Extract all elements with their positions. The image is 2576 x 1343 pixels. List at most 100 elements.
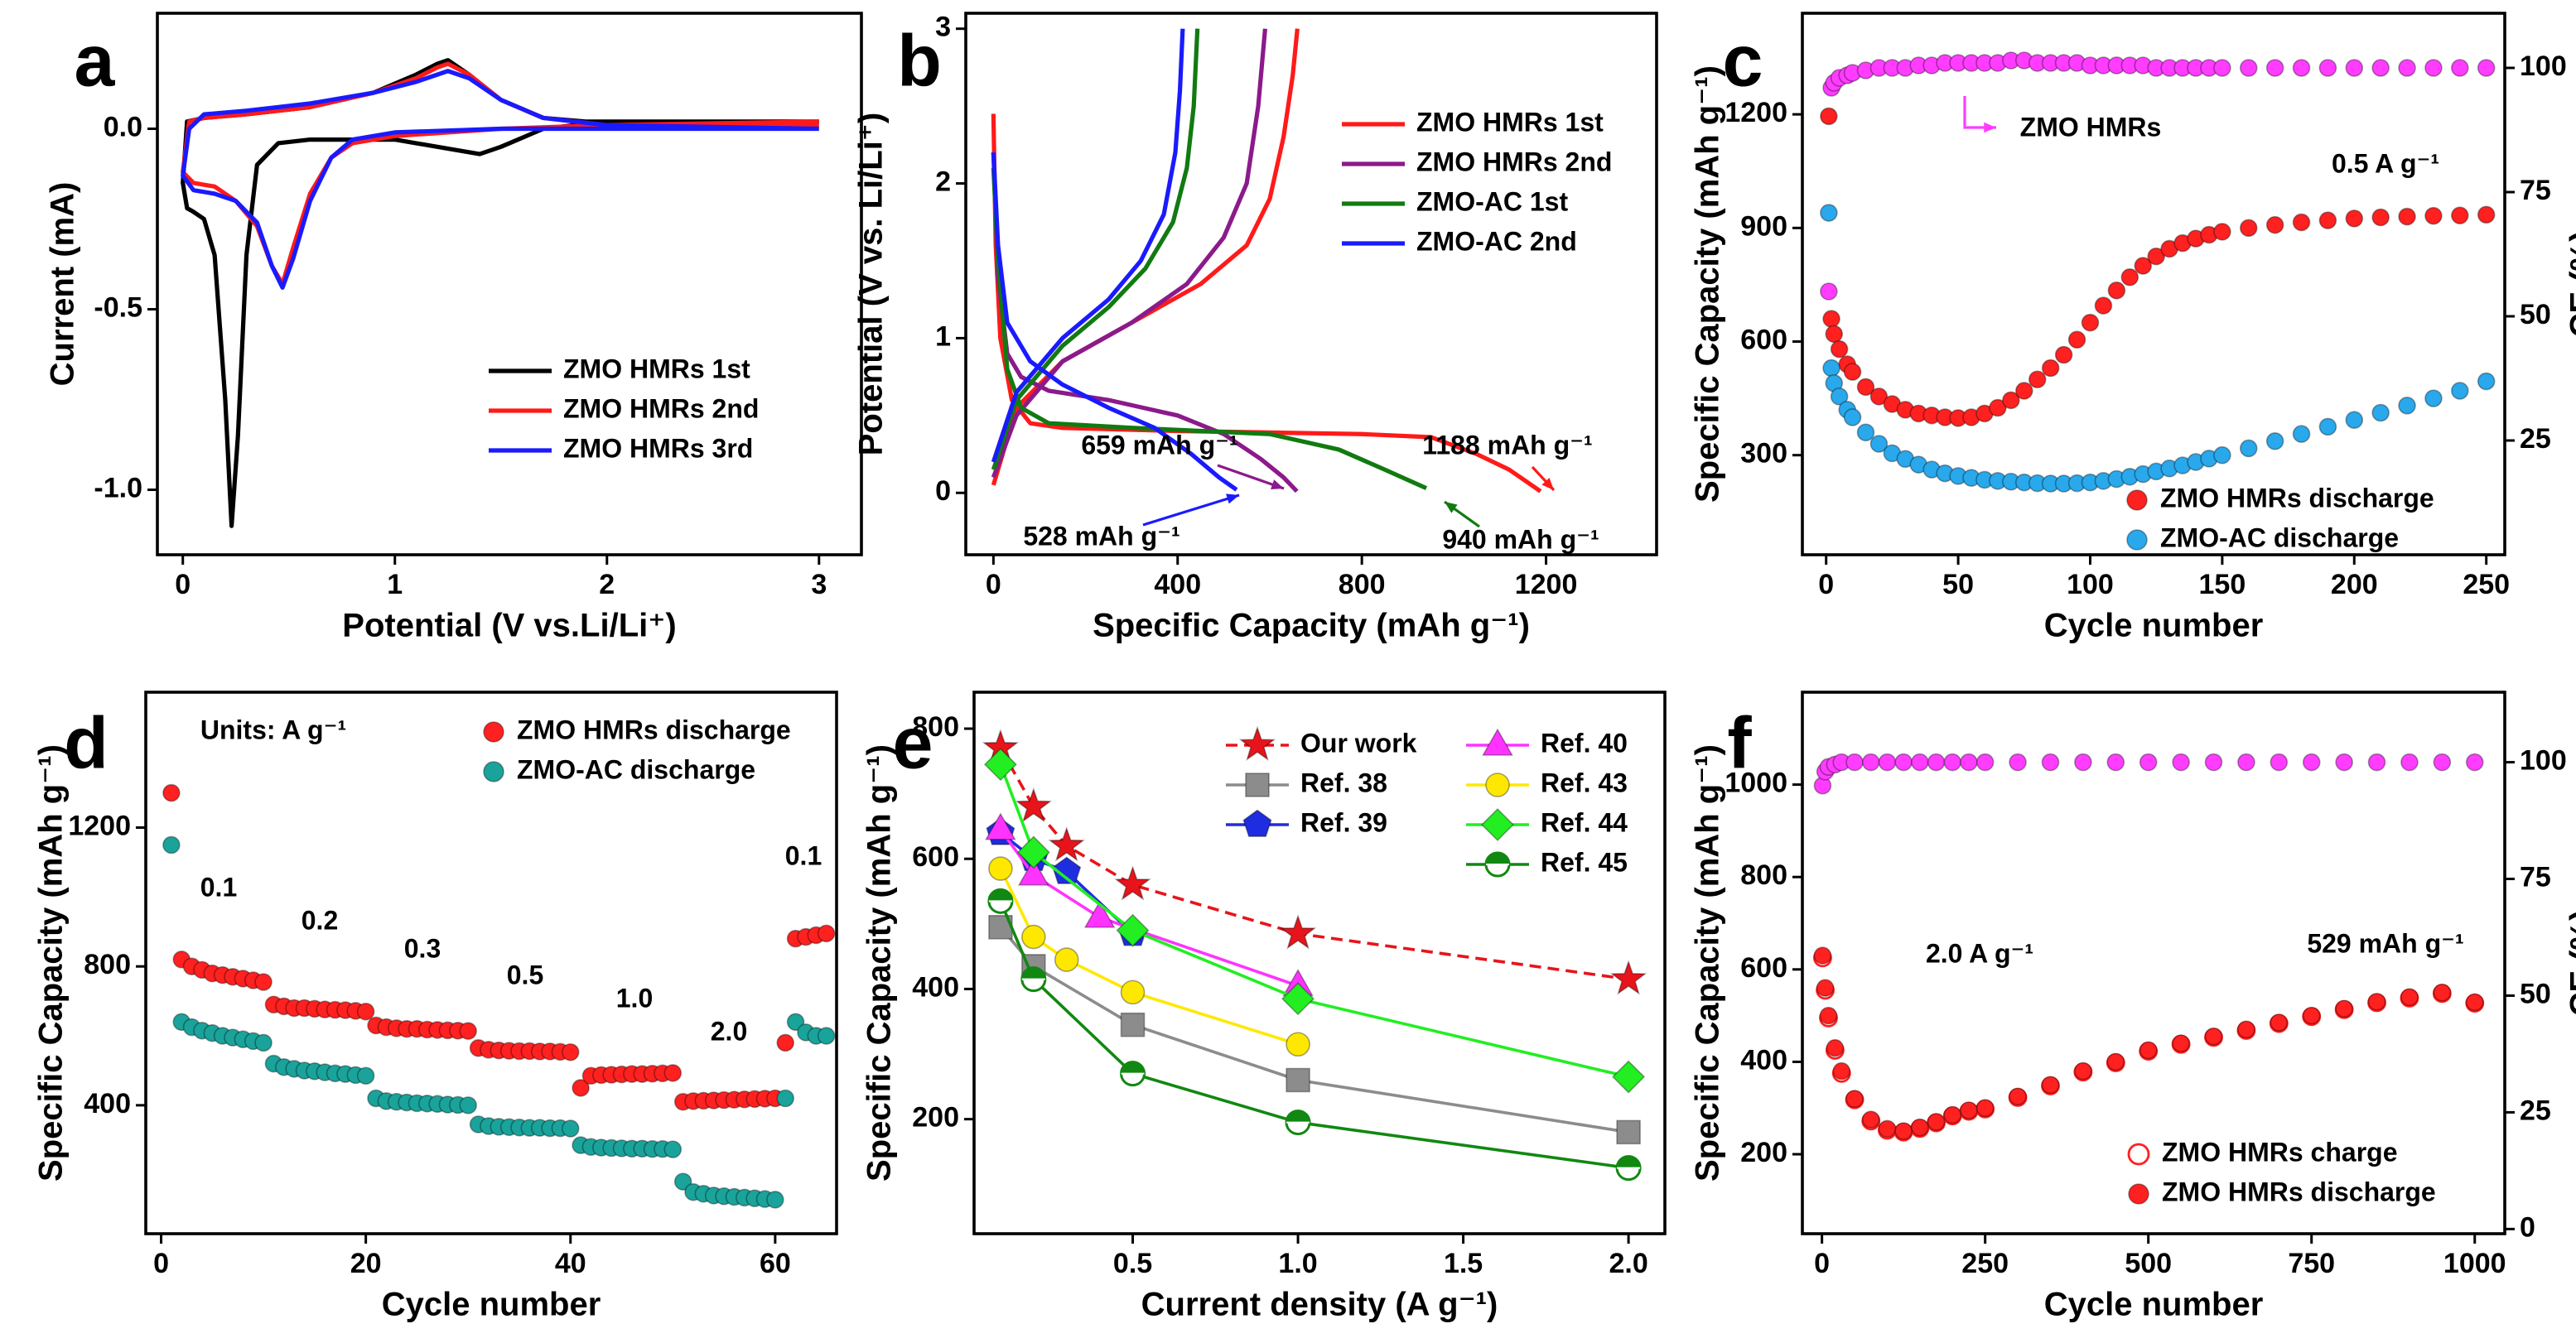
- y-tick-label: 200: [1740, 1137, 1787, 1168]
- legend-label: ZMO HMRs discharge: [2162, 1177, 2436, 1206]
- x-axis-label: Cycle number: [382, 1287, 601, 1323]
- marker: [1989, 398, 2007, 417]
- x-tick-label: 1000: [2443, 1248, 2506, 1279]
- annotation: 1188 mAh g⁻¹: [1422, 430, 1592, 460]
- annotation: 0.1: [200, 872, 237, 902]
- legend-label: ZMO HMRs discharge: [2160, 483, 2434, 513]
- y2-tick-label: 75: [2520, 175, 2551, 206]
- marker: [1242, 809, 1272, 837]
- marker: [2477, 372, 2496, 391]
- legend-label: ZMO HMRs charge: [2162, 1137, 2397, 1167]
- marker: [2014, 382, 2033, 400]
- marker: [2465, 993, 2484, 1012]
- marker: [1845, 1090, 1864, 1108]
- marker: [2318, 211, 2337, 229]
- y-tick-label: 300: [1740, 438, 1787, 469]
- x-tick-label: 0.5: [1113, 1248, 1152, 1279]
- x-axis-label: Specific Capacity (mAh g⁻¹): [1093, 608, 1530, 644]
- panel-label: a: [75, 19, 116, 101]
- marker: [766, 1191, 784, 1209]
- marker: [2128, 1183, 2149, 1205]
- legend-label: ZMO-AC discharge: [517, 754, 755, 784]
- marker: [2009, 1087, 2027, 1106]
- series-label: ZMO HMRs: [2020, 112, 2162, 142]
- marker: [2398, 397, 2416, 415]
- marker: [2400, 753, 2419, 772]
- y-axis-label: Current (mA): [45, 182, 81, 387]
- marker: [1869, 387, 1889, 406]
- series-line: [999, 900, 1629, 1170]
- y-tick-label: 400: [84, 1088, 131, 1119]
- marker: [2302, 1006, 2321, 1025]
- marker: [1238, 725, 1276, 761]
- marker: [2239, 59, 2258, 77]
- legend-label: Ref. 45: [1541, 847, 1628, 877]
- series-line: [991, 28, 1542, 493]
- marker: [2477, 205, 2496, 224]
- x-tick-label: 0: [986, 569, 1001, 600]
- x-tick-label: 1.0: [1278, 1248, 1317, 1279]
- marker-fill: [1617, 1156, 1641, 1168]
- marker: [2345, 411, 2364, 429]
- y-tick-label: 800: [84, 949, 131, 980]
- marker: [2371, 403, 2390, 422]
- panel-label: b: [897, 19, 942, 101]
- marker: [988, 914, 1013, 940]
- marker: [2450, 382, 2469, 400]
- marker: [1120, 1061, 1146, 1087]
- y2-tick-label: 50: [2520, 299, 2551, 330]
- y2-tick-label: 75: [2520, 862, 2551, 893]
- marker: [1819, 1006, 1838, 1025]
- y-tick-label: 0: [935, 475, 951, 507]
- marker: [2371, 208, 2390, 227]
- marker: [2074, 1061, 2092, 1081]
- x-axis-label: Potential (V vs.Li/Li⁺): [342, 608, 676, 644]
- legend-label: ZMO HMRs 3rd: [563, 433, 753, 463]
- marker: [2270, 753, 2289, 772]
- panel-label: e: [893, 701, 933, 783]
- marker-fill: [1021, 967, 1045, 980]
- annotation: 2.0: [711, 1016, 747, 1046]
- legend-label: ZMO HMRs 1st: [563, 354, 750, 383]
- plot-frame: [964, 12, 1658, 556]
- marker: [1830, 387, 1849, 406]
- arrow-line: [1142, 493, 1240, 527]
- x-tick-label: 100: [2067, 569, 2114, 600]
- marker: [2081, 313, 2100, 332]
- marker: [1816, 979, 1835, 997]
- annotation: 528 mAh g⁻¹: [1023, 521, 1179, 551]
- marker: [2028, 370, 2047, 389]
- y-tick-label: -1.0: [94, 473, 142, 504]
- y2-tick-label: 25: [2520, 1095, 2551, 1126]
- marker: [2477, 59, 2496, 77]
- marker: [1016, 835, 1050, 869]
- marker: [817, 924, 836, 943]
- marker: [2292, 425, 2311, 443]
- y2-axis-label: CE (%): [2564, 910, 2576, 1017]
- marker: [2424, 206, 2443, 225]
- marker: [1482, 728, 1513, 756]
- marker: [2433, 983, 2452, 1002]
- marker: [2433, 753, 2452, 772]
- y-tick-label: 3: [935, 12, 951, 43]
- plot-frame: [1801, 691, 2506, 1235]
- plot-frame: [156, 12, 863, 556]
- y2-tick-label: 25: [2520, 423, 2551, 455]
- marker: [2139, 1041, 2158, 1060]
- marker: [2239, 219, 2258, 238]
- marker: [561, 1042, 580, 1061]
- marker: [1615, 1155, 1642, 1182]
- marker: [2450, 59, 2469, 77]
- marker: [2094, 296, 2113, 315]
- marker: [2265, 215, 2284, 234]
- marker: [162, 835, 181, 854]
- marker: [1826, 1038, 1845, 1057]
- marker: [459, 1096, 478, 1114]
- marker: [2172, 1034, 2190, 1052]
- y-tick-label: 600: [1740, 952, 1787, 984]
- y-axis-label: Specific Capacity (mAh g⁻¹): [1690, 65, 1726, 503]
- arrow-line: [1963, 96, 1996, 129]
- marker: [2041, 359, 2060, 378]
- y-tick-label: 800: [1740, 859, 1787, 891]
- marker: [2067, 330, 2086, 349]
